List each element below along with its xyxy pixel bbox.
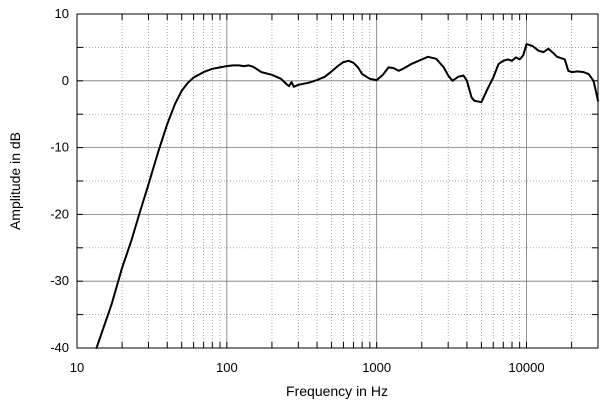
x-axis-label: Frequency in Hz (286, 383, 388, 399)
x-tick-label: 10 (70, 360, 84, 375)
x-tick-label: 1000 (362, 360, 391, 375)
x-tick-label: 10000 (508, 360, 544, 375)
y-tick-label: -30 (50, 273, 69, 288)
series-line (95, 43, 599, 349)
y-tick-label: -40 (50, 340, 69, 355)
data-layer (95, 43, 599, 349)
grid (77, 14, 598, 348)
y-tick-label: -10 (50, 140, 69, 155)
x-tick-label: 100 (216, 360, 238, 375)
y-tick-label: 0 (62, 73, 69, 88)
y-tick-label: 10 (55, 6, 69, 21)
y-tick-label: -20 (50, 206, 69, 221)
axis-ticks (77, 14, 598, 348)
y-axis-label: Amplitude in dB (7, 132, 23, 230)
